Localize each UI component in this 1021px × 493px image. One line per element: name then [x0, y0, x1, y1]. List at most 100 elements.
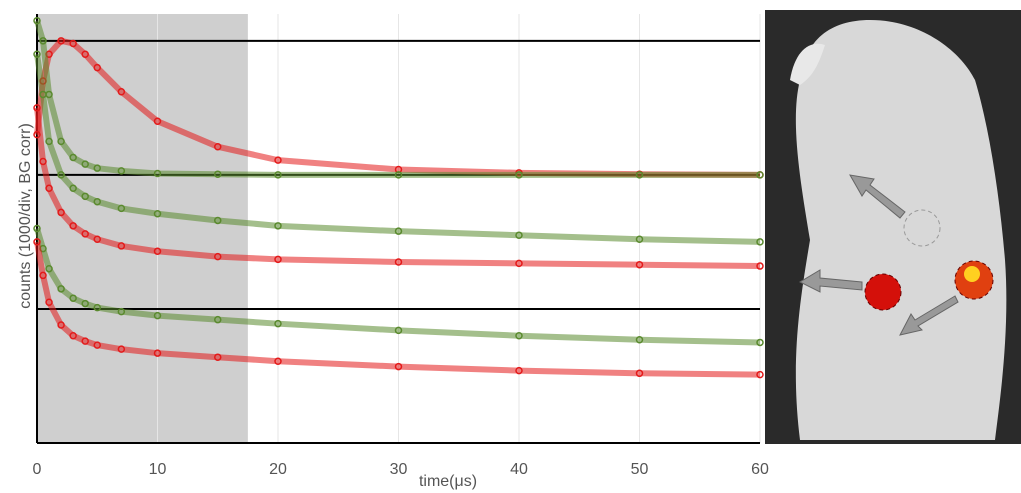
data-point [153, 349, 162, 357]
data-point [93, 164, 101, 172]
data-point [756, 338, 764, 347]
series-line [34, 107, 761, 270]
data-point [93, 235, 101, 243]
data-point [394, 171, 403, 179]
signal-hotspot [964, 266, 980, 282]
data-point [153, 210, 162, 218]
data-point [33, 50, 41, 58]
data-point [69, 222, 77, 230]
data-point [515, 366, 523, 375]
series-line [34, 241, 761, 378]
data-point [756, 262, 764, 270]
data-point [635, 171, 644, 179]
data-point [274, 319, 282, 328]
data-point [274, 255, 282, 264]
data-point [153, 311, 162, 320]
data-point [153, 169, 162, 178]
data-point [117, 242, 126, 250]
data-point [57, 171, 65, 179]
data-point [515, 231, 523, 239]
data-point [117, 88, 126, 96]
data-point [756, 171, 764, 179]
data-point [515, 259, 523, 268]
data-point [69, 39, 77, 48]
data-point [33, 224, 41, 233]
mouse-body [795, 20, 1007, 440]
x-tick-label: 40 [510, 461, 528, 478]
series-line [34, 53, 761, 245]
data-point [274, 171, 282, 179]
data-point [214, 142, 222, 151]
data-point [117, 345, 126, 353]
data-point [214, 170, 222, 178]
data-point [57, 321, 65, 329]
data-point [33, 238, 41, 246]
data-point [93, 197, 101, 206]
x-tick-label: 20 [269, 461, 287, 478]
data-point [635, 369, 644, 378]
x-tick-label: 50 [631, 461, 649, 478]
series-line [34, 37, 761, 178]
x-axis-label: time(μs) [419, 473, 477, 490]
data-point [274, 156, 282, 164]
data-point [33, 16, 41, 25]
data-point [39, 157, 47, 166]
data-point [93, 303, 101, 312]
data-point [39, 90, 47, 99]
data-point [515, 171, 523, 179]
x-tick-label: 60 [751, 461, 769, 478]
data-point [274, 222, 282, 230]
arrows [798, 174, 959, 336]
x-tick-label: 10 [149, 461, 167, 478]
series-line [34, 227, 761, 346]
data-point [117, 167, 126, 175]
x-tick-label: 30 [390, 461, 408, 478]
data-point [45, 264, 53, 273]
mouse-ear [790, 43, 825, 85]
data-point [45, 137, 53, 146]
data-point [57, 37, 65, 45]
data-point [57, 137, 65, 146]
x-tick-label: 0 [33, 461, 42, 478]
data-point [635, 260, 644, 269]
data-point [81, 337, 89, 345]
data-point [69, 153, 77, 162]
shaded-region [37, 14, 248, 443]
data-point [756, 370, 764, 379]
data-point [81, 230, 89, 238]
data-point [39, 271, 47, 280]
data-point [214, 353, 222, 361]
data-point [33, 104, 41, 112]
roi-circle [903, 209, 941, 247]
data-point [214, 252, 222, 261]
data-point [394, 227, 403, 235]
data-point [57, 208, 65, 217]
data-point [69, 294, 77, 302]
data-point [153, 247, 162, 256]
data-point [117, 204, 126, 213]
data-point [394, 326, 403, 335]
data-point [93, 341, 101, 349]
data-point [274, 357, 282, 365]
mouse-image [765, 10, 1021, 444]
signal-spot [864, 273, 902, 311]
data-point [81, 192, 89, 201]
data-point [117, 307, 126, 316]
plot: 0 10 20 30 40 50 60 [33, 14, 769, 478]
y-axis-label: counts (1000/div, BG corr) [17, 123, 34, 309]
data-point [635, 235, 644, 243]
data-point [394, 258, 403, 266]
data-point [69, 184, 77, 193]
data-point [93, 63, 101, 72]
data-point [214, 216, 222, 225]
data-point [81, 299, 89, 308]
data-point [69, 332, 77, 340]
data-point [153, 117, 162, 125]
data-point [39, 37, 47, 45]
data-point [81, 50, 89, 58]
data-point [81, 160, 89, 168]
data-point [515, 332, 523, 340]
data-point [57, 285, 65, 293]
data-point [756, 238, 764, 246]
